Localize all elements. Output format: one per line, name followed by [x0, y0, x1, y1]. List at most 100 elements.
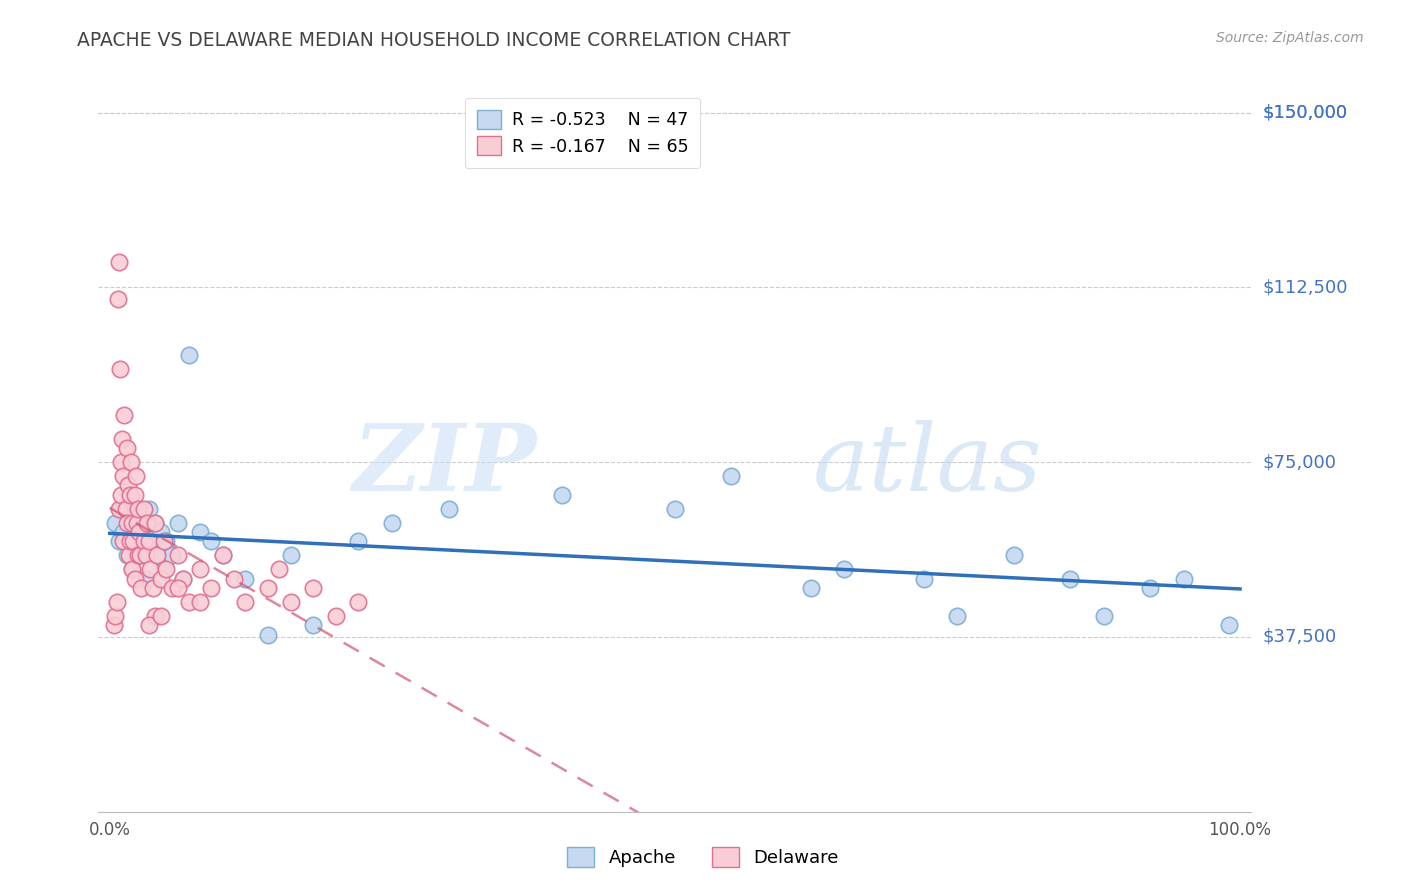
Point: [834, 562, 856, 576]
Point: [132, 501, 155, 516]
Point: [132, 524, 155, 539]
Point: [138, 618, 160, 632]
Point: [104, 516, 127, 530]
Point: [127, 516, 149, 530]
Point: [135, 549, 157, 563]
Point: [120, 488, 142, 502]
Point: [172, 572, 194, 586]
Point: [1059, 572, 1081, 586]
Point: [153, 534, 176, 549]
Point: [200, 581, 222, 595]
Point: [131, 549, 153, 563]
Point: [124, 488, 146, 502]
Point: [177, 595, 200, 609]
Point: [188, 595, 211, 609]
Point: [166, 549, 188, 563]
Point: [125, 516, 148, 530]
Point: [149, 524, 172, 539]
Point: [177, 348, 200, 362]
Point: [437, 501, 460, 516]
Point: [720, 469, 742, 483]
Point: [136, 516, 159, 530]
Point: [188, 562, 211, 576]
Point: [146, 549, 169, 563]
Point: [110, 455, 132, 469]
Point: [1092, 609, 1115, 624]
Point: [1173, 572, 1195, 586]
Point: [107, 254, 129, 268]
Point: [124, 524, 146, 539]
Point: [1002, 549, 1025, 563]
Point: [112, 534, 135, 549]
Point: [172, 572, 194, 586]
Point: [125, 469, 148, 483]
Point: [912, 572, 935, 586]
Point: [257, 627, 280, 641]
Point: [139, 562, 162, 576]
Point: [108, 362, 131, 376]
Point: [129, 549, 152, 563]
Point: [211, 549, 233, 563]
Point: [166, 581, 188, 595]
Point: [160, 549, 183, 563]
Point: [211, 549, 233, 563]
Text: $37,500: $37,500: [1263, 628, 1337, 646]
Point: [946, 609, 969, 624]
Point: [149, 609, 172, 624]
Point: [120, 455, 142, 469]
Point: [128, 524, 150, 539]
Point: [112, 469, 135, 483]
Point: [105, 595, 128, 609]
Legend: Apache, Delaware: Apache, Delaware: [560, 839, 846, 874]
Point: [143, 516, 166, 530]
Point: [122, 534, 145, 549]
Point: [280, 549, 302, 563]
Point: [107, 501, 129, 516]
Text: Source: ZipAtlas.com: Source: ZipAtlas.com: [1216, 31, 1364, 45]
Point: [127, 501, 149, 516]
Text: $112,500: $112,500: [1263, 278, 1348, 296]
Point: [799, 581, 821, 595]
Point: [142, 581, 165, 595]
Point: [138, 501, 160, 516]
Point: [235, 595, 257, 609]
Point: [107, 292, 129, 306]
Point: [111, 432, 134, 446]
Point: [131, 581, 153, 595]
Point: [117, 478, 139, 492]
Point: [302, 618, 325, 632]
Point: [110, 501, 132, 516]
Point: [1218, 618, 1240, 632]
Point: [188, 524, 211, 539]
Point: [138, 534, 160, 549]
Point: [115, 441, 138, 455]
Point: [166, 516, 188, 530]
Point: [120, 488, 142, 502]
Point: [146, 549, 169, 563]
Point: [114, 501, 136, 516]
Point: [115, 549, 138, 563]
Point: [103, 618, 125, 632]
Point: [124, 572, 146, 586]
Point: [143, 516, 166, 530]
Text: atlas: atlas: [813, 420, 1043, 510]
Point: [347, 595, 370, 609]
Point: [142, 534, 165, 549]
Point: [121, 562, 143, 576]
Point: [155, 562, 177, 576]
Point: [112, 524, 135, 539]
Point: [160, 581, 183, 595]
Point: [325, 609, 347, 624]
Text: $150,000: $150,000: [1263, 103, 1347, 121]
Point: [115, 516, 138, 530]
Point: [127, 549, 149, 563]
Point: [200, 534, 222, 549]
Point: [381, 516, 404, 530]
Point: [120, 534, 142, 549]
Point: [121, 562, 143, 576]
Point: [121, 516, 143, 530]
Point: [280, 595, 302, 609]
Point: [132, 534, 155, 549]
Point: [153, 562, 176, 576]
Point: [143, 609, 166, 624]
